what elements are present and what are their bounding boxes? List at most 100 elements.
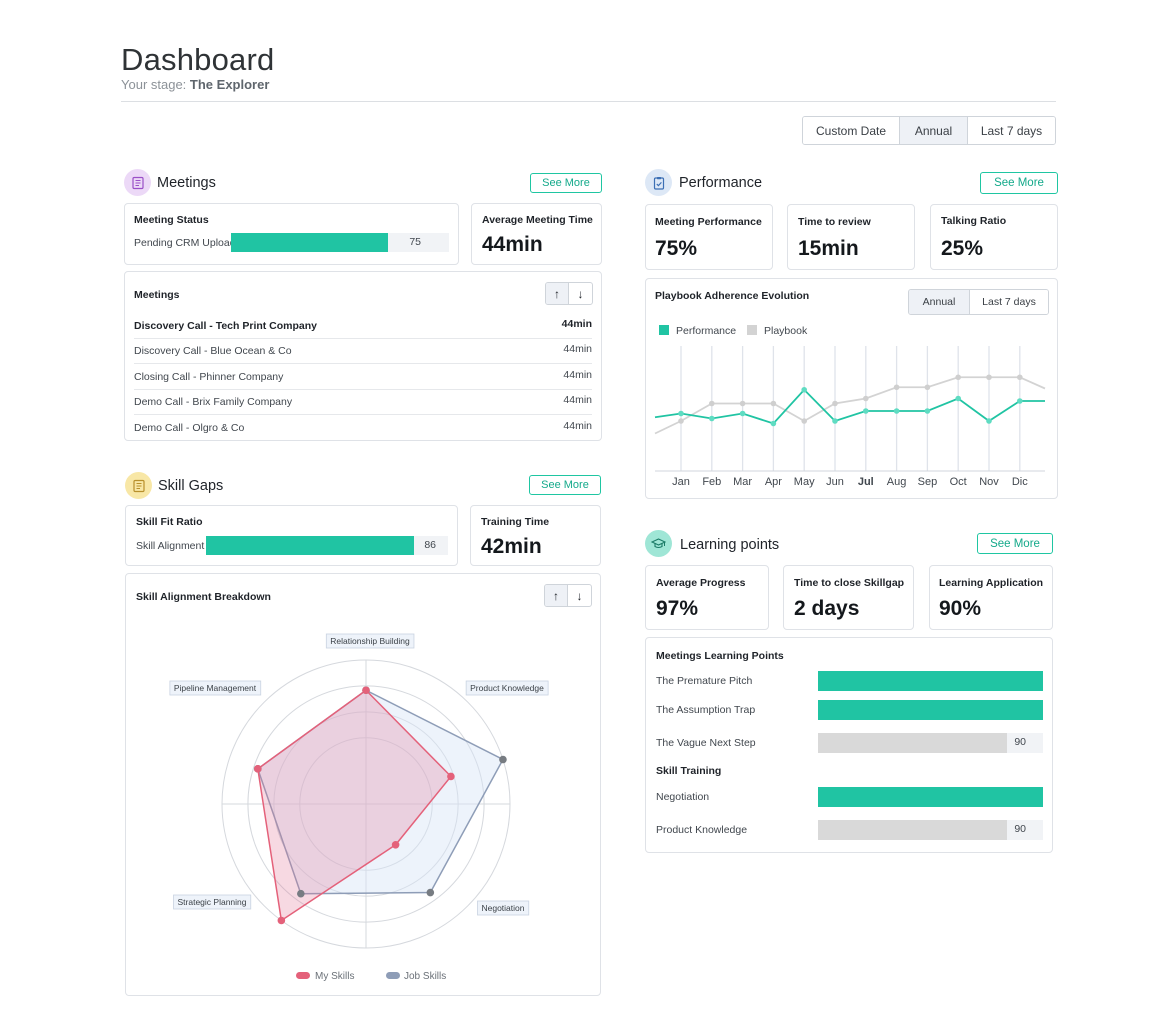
learning-point-bar [818, 700, 1043, 720]
my-skills-point [447, 772, 455, 781]
notes-icon [131, 176, 144, 189]
meeting-row-time: 44min [563, 343, 592, 355]
skill-alignment-bar-fill [206, 536, 415, 555]
legend-performance-swatch [659, 325, 669, 335]
learning-point-bar-fill [818, 733, 1007, 753]
skill-sort-ascending-button[interactable]: ↑ [545, 585, 568, 606]
graduation-cap-icon [651, 537, 666, 548]
performance-series-point [801, 386, 807, 393]
skill-sort-buttons: ↑ ↓ [544, 584, 592, 607]
talking-ratio-label: Talking Ratio [941, 215, 1007, 227]
meeting-row-name[interactable]: Discovery Call - Blue Ocean & Co [134, 345, 292, 357]
page-title: Dashboard [121, 42, 275, 77]
date-range-custom[interactable]: Custom Date [803, 117, 900, 144]
meeting-performance-label: Meeting Performance [655, 216, 762, 228]
meeting-status-card: Meeting Status Pending CRM Upload 75 [124, 203, 459, 265]
meeting-row-name[interactable]: Demo Call - Brix Family Company [134, 396, 293, 408]
meeting-row-name[interactable]: Discovery Call - Tech Print Company [134, 320, 318, 332]
playbook-series-point [863, 395, 869, 402]
radar-axis-label: Strategic Planning [178, 897, 247, 907]
learning-point-value: 90 [1014, 736, 1026, 748]
radar-axis-label-box [465, 680, 549, 696]
average-meeting-time-card: Average Meeting Time 44min [471, 203, 602, 265]
x-tick-label: Sep [918, 476, 938, 488]
job-skills-point [499, 755, 507, 764]
skill-sort-descending-button[interactable]: ↓ [568, 585, 591, 606]
stage-line: Your stage: The Explorer [121, 77, 269, 92]
x-tick-label: Apr [765, 476, 782, 488]
clipboard-check-icon [653, 176, 664, 190]
skill-gaps-see-more-button[interactable]: See More [529, 475, 601, 495]
performance-series-point [678, 410, 684, 417]
arrow-down-icon: ↓ [577, 286, 584, 301]
learning-title: Learning points [680, 537, 780, 553]
meeting-row-divider [134, 414, 592, 415]
meetings-sort-buttons: ↑ ↓ [545, 282, 593, 305]
performance-see-more-button[interactable]: See More [980, 172, 1058, 194]
legend-job-skills-swatch [386, 972, 400, 979]
playbook-series-point [678, 418, 684, 424]
avg-meeting-time-label: Average Meeting Time [482, 214, 593, 226]
sort-ascending-button[interactable]: ↑ [546, 283, 569, 304]
meeting-row-name[interactable]: Demo Call - Olgro & Co [134, 422, 245, 434]
chart-range-last-7-days[interactable]: Last 7 days [970, 290, 1048, 314]
x-tick-label: Jun [826, 476, 844, 488]
meeting-row-divider [134, 363, 592, 364]
radar-axis-label: Relationship Building [330, 636, 410, 646]
performance-series-point [770, 420, 777, 427]
playbook-series-point [1017, 374, 1023, 381]
my-skills-point [391, 840, 400, 849]
radar-axis-label: Negotiation [481, 903, 524, 913]
job-skills-point [426, 888, 435, 897]
learning-see-more-button[interactable]: See More [977, 533, 1053, 554]
meeting-row-time: 44min [563, 420, 592, 432]
x-tick-label: Nov [979, 476, 999, 488]
x-tick-label: Jan [672, 476, 690, 488]
playbook-series-point [924, 384, 931, 391]
meeting-row-name[interactable]: Closing Call - Phinner Company [134, 371, 284, 383]
playbook-series-point [955, 374, 961, 381]
learning-point-bar: 90 [818, 820, 1043, 840]
legend-job-skills-label: Job Skills [404, 971, 446, 982]
learning-point-bar-fill [818, 787, 1043, 807]
playbook-series-point [709, 400, 715, 407]
x-tick-label: Jul [858, 476, 874, 488]
meeting-row-time: 44min [563, 394, 592, 406]
meetings-see-more-button[interactable]: See More [530, 173, 602, 193]
my-skills-point [277, 916, 286, 925]
avg-meeting-time-value: 44min [482, 233, 543, 256]
chart-range-annual[interactable]: Annual [909, 290, 970, 314]
chart-range-selector: Annual Last 7 days [908, 289, 1049, 315]
meeting-row-divider [134, 338, 592, 339]
meeting-row-time: 44min [563, 369, 592, 381]
radar-axis-label-box [477, 900, 530, 916]
learning-point-bar: 90 [818, 733, 1043, 753]
training-time-card: Training Time 42min [470, 505, 601, 566]
legend-playbook-swatch [747, 325, 757, 335]
time-to-review-value: 15min [798, 237, 859, 260]
radar-axis-label-box [173, 894, 252, 910]
learning-point-value: 90 [1014, 823, 1026, 835]
sort-descending-button[interactable]: ↓ [569, 283, 592, 304]
talking-ratio-card: Talking Ratio 25% [930, 204, 1058, 270]
learning-point-bar-fill [818, 700, 1043, 720]
learning-point-label: The Vague Next Step [656, 737, 756, 749]
date-range-last-7-days[interactable]: Last 7 days [968, 117, 1055, 144]
playbook-line-chart: Performance Playbook Jan Feb Mar Apr May Jun Jul… [654, 325, 1046, 488]
performance-title: Performance [679, 175, 763, 191]
meetings-list-title: Meetings [134, 289, 180, 301]
average-progress-label: Average Progress [656, 577, 746, 589]
meeting-status-label: Meeting Status [134, 214, 209, 226]
pending-crm-bar: 75 [231, 233, 449, 252]
talking-ratio-value: 25% [941, 237, 984, 260]
time-to-close-value: 2 days [794, 597, 860, 620]
learning-points-list-card: Meetings Learning Points The Premature P… [645, 637, 1053, 853]
stage-prefix: Your stage: [121, 77, 187, 92]
time-to-close-skillgap-card: Time to close Skillgap 2 days [783, 565, 914, 630]
radar-axis-label-box [325, 633, 415, 649]
playbook-series-point [893, 384, 900, 391]
learning-point-label: The Assumption Trap [656, 704, 756, 716]
playbook-chart-card: Playbook Adherence Evolution Annual Last… [645, 278, 1058, 499]
date-range-annual[interactable]: Annual [900, 117, 968, 144]
learning-point-bar-fill [818, 671, 1043, 691]
